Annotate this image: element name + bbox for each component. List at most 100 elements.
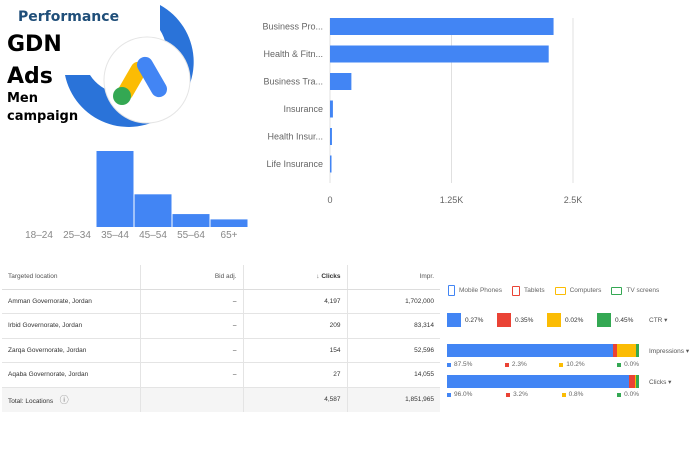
- total-cell: 1,851,965: [347, 387, 440, 412]
- age-label: 25–34: [63, 230, 91, 241]
- ctr-value: 0.02%: [547, 313, 587, 327]
- age-label: 45–54: [139, 230, 167, 241]
- age-bar: [172, 214, 210, 227]
- topic-bar: [330, 155, 332, 173]
- category-label: Business Tra...: [263, 77, 323, 87]
- help-circle-icon[interactable]: ⓘ: [57, 395, 69, 405]
- table-cell: 83,314: [347, 313, 440, 339]
- x-tick-label: 0: [327, 195, 332, 205]
- table-cell: Irbid Governorate, Jordan: [2, 313, 141, 339]
- caret-down-icon: ▾: [668, 379, 672, 386]
- topics-bar-chart: 0 1.25K 2.5K Business Pro... Health & Fitn..…: [262, 18, 583, 205]
- locations-table: Targeted location Bid adj. ↓ Clicks Impr…: [2, 265, 440, 412]
- stacked-bar: [447, 344, 639, 357]
- table-row[interactable]: Amman Governorate, Jordan –4,197 1,702,000: [2, 289, 440, 314]
- share-label: 3.2%: [506, 391, 528, 398]
- clicks-bar: [447, 375, 639, 388]
- phone-icon: [448, 285, 455, 296]
- age-bar: [96, 151, 134, 227]
- impressions-shares: 87.5% 2.3% 10.2% 0.0%: [447, 361, 639, 368]
- table-cell: 14,055: [347, 362, 440, 388]
- bar-segment: [447, 344, 613, 357]
- ads-title: Ads: [7, 64, 53, 89]
- bar-segment: [634, 375, 637, 388]
- table-cell: 4,197: [243, 289, 348, 314]
- total-label-cell: Total: Locations ⓘ: [2, 387, 141, 412]
- share-value: 87.5%: [454, 361, 473, 368]
- category-label: Life Insurance: [266, 159, 323, 169]
- legend-label: Tablets: [524, 287, 545, 294]
- legend-item[interactable]: Tablets: [512, 285, 545, 296]
- table-row[interactable]: Aqaba Governorate, Jordan –27 14,055: [2, 362, 440, 388]
- legend-label: Mobile Phones: [459, 287, 502, 294]
- impressions-dropdown-label: Impressions: [649, 348, 685, 355]
- header-bid-adj[interactable]: Bid adj.: [140, 265, 244, 290]
- share-label: 0.0%: [617, 361, 639, 368]
- ctr-dropdown-label: CTR: [649, 317, 663, 324]
- age-bar-chart: 18–24 25–34 35–44 45–54 55–64 65+: [25, 151, 248, 241]
- category-label: Insurance: [283, 104, 323, 114]
- table-cell: 52,596: [347, 338, 440, 363]
- ctr-value-label: 0.02%: [565, 316, 584, 324]
- legend-item[interactable]: TV screens: [611, 285, 659, 296]
- gdn-title: GDN: [7, 32, 62, 57]
- stacked-bar: [447, 375, 639, 388]
- total-cell: [140, 387, 244, 412]
- arrow-down-icon: ↓: [316, 273, 322, 281]
- impressions-bar: [447, 344, 639, 357]
- caret-down-icon: ▾: [685, 348, 690, 355]
- topic-bar: [330, 18, 554, 35]
- share-label: 0.0%: [617, 391, 639, 398]
- performance-label: Performance: [18, 9, 120, 25]
- color-dot: [561, 392, 566, 397]
- table-row[interactable]: Irbid Governorate, Jordan –209 83,314: [2, 313, 440, 339]
- tablet-icon: [512, 285, 520, 296]
- share-label: 10.2%: [559, 361, 585, 368]
- age-bar: [210, 219, 248, 227]
- table-cell: –: [140, 289, 244, 314]
- clicks-dropdown[interactable]: Clicks ▾: [649, 378, 671, 386]
- google-ads-icon: [113, 56, 167, 105]
- bar-segment: [612, 344, 617, 357]
- age-label: 55–64: [177, 230, 205, 241]
- age-bar: [134, 194, 172, 227]
- x-tick-label: 2.5K: [564, 195, 583, 205]
- header-impr[interactable]: Impr.: [347, 265, 440, 290]
- bar-segment: [636, 375, 639, 388]
- table-row[interactable]: Zarqa Governorate, Jordan –154 52,596: [2, 338, 440, 363]
- share-label: 87.5%: [447, 361, 472, 368]
- legend-label: Computers: [569, 287, 602, 294]
- color-swatch: [497, 313, 511, 327]
- color-dot: [447, 392, 451, 397]
- color-swatch: [547, 313, 561, 327]
- ctr-value-label: 0.45%: [615, 316, 634, 324]
- header-targeted-location[interactable]: Targeted location: [2, 265, 141, 290]
- ctr-value: 0.35%: [497, 313, 537, 327]
- impressions-dropdown[interactable]: Impressions ▾: [649, 347, 689, 355]
- color-swatch: [597, 313, 611, 327]
- color-dot: [447, 362, 451, 367]
- legend-item[interactable]: Mobile Phones: [448, 285, 502, 296]
- logo-graphic: [65, 5, 194, 127]
- topic-bar: [330, 100, 333, 118]
- bar-segment: [628, 375, 635, 388]
- total-cell: 4,587: [243, 387, 348, 412]
- share-label: 0.8%: [561, 391, 583, 398]
- table-cell: Zarqa Governorate, Jordan: [2, 338, 141, 363]
- table-header-row: Targeted location Bid adj. ↓ Clicks Impr…: [2, 265, 440, 290]
- tv-icon: [611, 286, 623, 295]
- table-cell: –: [140, 313, 244, 339]
- share-value: 0.0%: [624, 391, 639, 398]
- device-legend: Mobile Phones Tablets Computers TV screens: [448, 285, 698, 296]
- legend-label: TV screens: [626, 287, 660, 294]
- color-dot: [559, 362, 564, 367]
- share-value: 3.2%: [513, 391, 528, 398]
- ctr-dropdown[interactable]: CTR ▾: [649, 316, 667, 324]
- share-value: 0.0%: [624, 361, 639, 368]
- table-cell: –: [140, 338, 244, 363]
- share-label: 96.0%: [447, 391, 472, 398]
- legend-item[interactable]: Computers: [554, 285, 602, 296]
- ctr-value-label: 0.27%: [465, 316, 484, 324]
- header-clicks[interactable]: ↓ Clicks: [243, 265, 348, 290]
- topic-bar: [330, 45, 549, 63]
